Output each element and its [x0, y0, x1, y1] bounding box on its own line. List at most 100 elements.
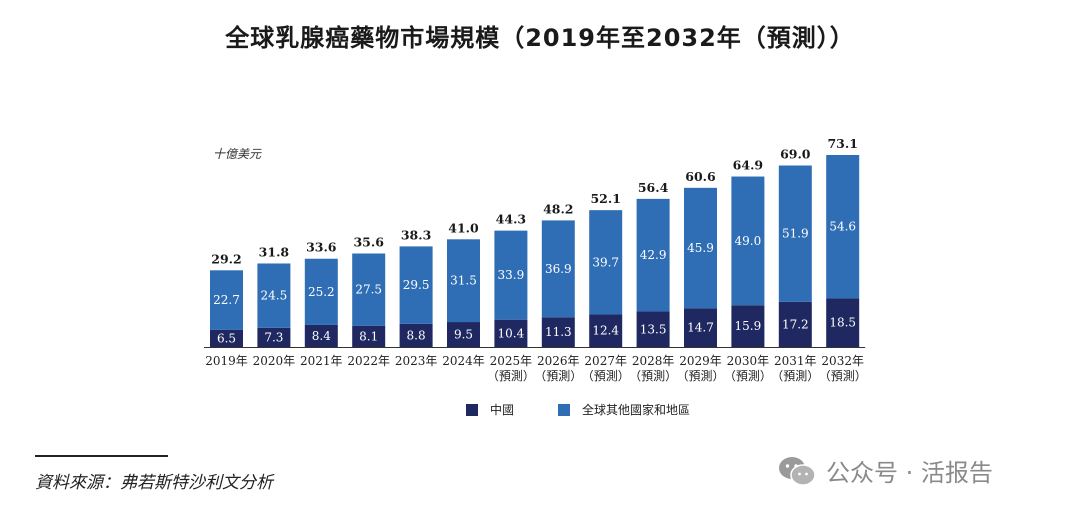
x-tick-note: （預測）	[819, 369, 867, 383]
x-tick-label: 2025年	[490, 354, 533, 368]
legend-swatch-china	[466, 403, 478, 416]
bar-rest-of-world	[731, 176, 765, 306]
data-label-rest-of-world: 22.7	[213, 293, 240, 307]
wechat-icon	[779, 456, 816, 486]
bar-rest-of-world	[257, 263, 291, 328]
bar-rest-of-world	[447, 239, 480, 323]
chart-title: 全球乳腺癌藥物市場規模（2019年至2032年（預測））	[225, 24, 855, 52]
bar-china	[589, 314, 623, 347]
data-label-rest-of-world: 49.0	[735, 234, 762, 248]
legend-item-china: 中國	[466, 401, 514, 418]
bar-rest-of-world	[541, 220, 575, 318]
data-label-china: 12.4	[592, 324, 619, 338]
source-divider	[35, 455, 168, 457]
legend-item-rest-of-world: 全球其他國家和地區	[558, 401, 690, 418]
unit-label: 十億美元	[213, 147, 262, 161]
x-tick-label: 2024年	[442, 354, 485, 368]
bar-rest-of-world	[494, 230, 528, 320]
x-tick-label: 2020年	[253, 354, 296, 368]
x-tick-label: 2029年	[679, 354, 722, 368]
data-label-rest-of-world: 51.9	[782, 227, 809, 241]
x-tick-note: （預測）	[724, 369, 772, 383]
bar-rest-of-world	[826, 155, 860, 299]
data-label-rest-of-world: 29.5	[403, 278, 430, 292]
bar-china	[826, 298, 860, 347]
x-tick-label: 2026年	[537, 354, 580, 368]
x-tick-label: 2030年	[727, 354, 770, 368]
legend-label-china: 中國	[490, 403, 515, 417]
data-label-total: 48.2	[543, 201, 573, 216]
data-label-total: 35.6	[353, 234, 384, 249]
x-tick-label: 2031年	[774, 354, 817, 368]
data-label-china: 10.4	[498, 326, 525, 340]
data-label-china: 6.5	[217, 331, 236, 345]
x-tick-label: 2019年	[205, 354, 248, 368]
x-tick-note: （預測）	[676, 369, 724, 383]
data-label-china: 18.5	[829, 316, 856, 330]
data-label-total: 29.2	[211, 251, 241, 266]
x-tick-label: 2027年	[584, 354, 627, 368]
data-label-total: 73.1	[827, 136, 857, 151]
bar-rest-of-world	[589, 210, 623, 315]
data-label-total: 64.9	[733, 158, 763, 173]
watermark: 公众号 · 活报告	[778, 453, 993, 488]
data-label-china: 17.2	[782, 317, 809, 331]
data-label-rest-of-world: 27.5	[355, 283, 382, 297]
data-label-china: 9.5	[454, 328, 473, 342]
bar-china	[731, 305, 765, 347]
x-tick-label: 2022年	[347, 354, 390, 368]
source-note: 資料來源：弗若斯特沙利文分析	[35, 473, 273, 493]
x-tick-label: 2032年	[821, 354, 864, 368]
bar-china	[541, 317, 575, 347]
data-label-rest-of-world: 39.7	[592, 255, 619, 269]
data-label-china: 7.3	[264, 330, 283, 344]
data-label-total: 44.3	[496, 212, 526, 227]
x-tick-label: 2021年	[300, 354, 343, 368]
watermark-text: 公众号 · 活报告	[826, 459, 993, 487]
data-label-total: 52.1	[590, 191, 620, 206]
bar-china	[399, 323, 433, 347]
data-label-rest-of-world: 24.5	[261, 289, 288, 303]
bar-china	[447, 322, 480, 347]
bar-china	[636, 311, 670, 347]
data-label-total: 38.3	[401, 227, 431, 242]
legend-swatch-rest-of-world	[558, 403, 570, 416]
x-tick-label: 2023年	[395, 354, 438, 368]
bar-rest-of-world	[210, 270, 243, 330]
data-label-total: 31.8	[259, 244, 290, 259]
data-label-china: 8.1	[359, 329, 378, 343]
x-tick-note: （預測）	[582, 369, 630, 383]
data-label-china: 8.4	[312, 329, 331, 343]
bar-rest-of-world	[352, 253, 386, 326]
x-tick-note: （預測）	[534, 369, 582, 383]
data-label-total: 41.0	[448, 220, 479, 235]
data-label-total: 56.4	[638, 180, 669, 195]
x-tick-note: （預測）	[487, 369, 535, 383]
bar-china	[257, 327, 291, 347]
bar-rest-of-world	[399, 246, 433, 324]
bar-china	[352, 325, 386, 347]
data-label-rest-of-world: 54.6	[829, 220, 856, 234]
x-tick-note: （預測）	[771, 369, 819, 383]
data-label-china: 8.8	[407, 328, 426, 342]
data-label-china: 15.9	[735, 319, 762, 333]
data-label-rest-of-world: 45.9	[687, 241, 714, 255]
bar-rest-of-world	[636, 198, 670, 312]
bar-china	[210, 329, 243, 347]
data-label-total: 60.6	[685, 169, 716, 184]
data-label-total: 33.6	[306, 240, 337, 255]
bar-rest-of-world	[778, 165, 812, 302]
data-label-china: 14.7	[687, 321, 714, 335]
data-label-rest-of-world: 42.9	[640, 248, 667, 262]
legend-label-rest-of-world: 全球其他國家和地區	[582, 403, 691, 417]
data-label-rest-of-world: 33.9	[498, 268, 525, 282]
stacked-bar-chart: 6.5 22.7 29.2 2019年 7.3 24.5 31.8 2020年 8.4 25.2 3…	[204, 136, 867, 383]
data-label-china: 11.3	[545, 325, 572, 339]
bar-rest-of-world	[684, 187, 717, 309]
bar-china	[778, 301, 812, 347]
x-tick-note: （預測）	[629, 369, 677, 383]
x-tick-label: 2028年	[632, 354, 675, 368]
bar-china	[494, 319, 528, 347]
bar-china	[304, 324, 338, 347]
data-label-rest-of-world: 25.2	[308, 285, 335, 299]
